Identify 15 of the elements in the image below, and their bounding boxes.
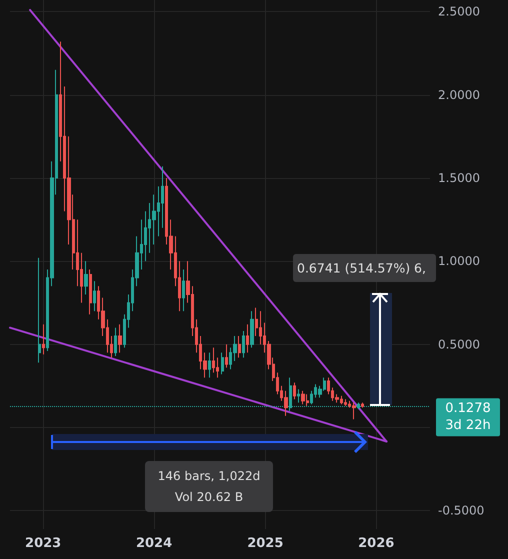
y-tick-label: 1.0000 [438,254,480,268]
x-tick-label: 2026 [358,536,394,551]
x-tick-label: 2024 [136,536,172,551]
x-tick-label: 2025 [247,536,284,551]
annotation: 146 bars, 1,022d [158,469,260,483]
annotation: Vol 20.62 B [174,490,244,504]
y-tick-label: -0.5000 [438,504,484,518]
x-tick-label: 2023 [25,536,62,551]
y-tick-label: 2.5000 [438,4,480,19]
y-tick-label: 2.0000 [438,88,480,102]
y-tick-label: 0.5000 [438,337,480,352]
text: 3d 22h [445,418,491,433]
y-tick-label: 1.5000 [438,170,480,185]
annotation: 0.6741 (514.57%) 6, [297,260,426,276]
ref-line-label: 0.1278 [445,400,491,416]
